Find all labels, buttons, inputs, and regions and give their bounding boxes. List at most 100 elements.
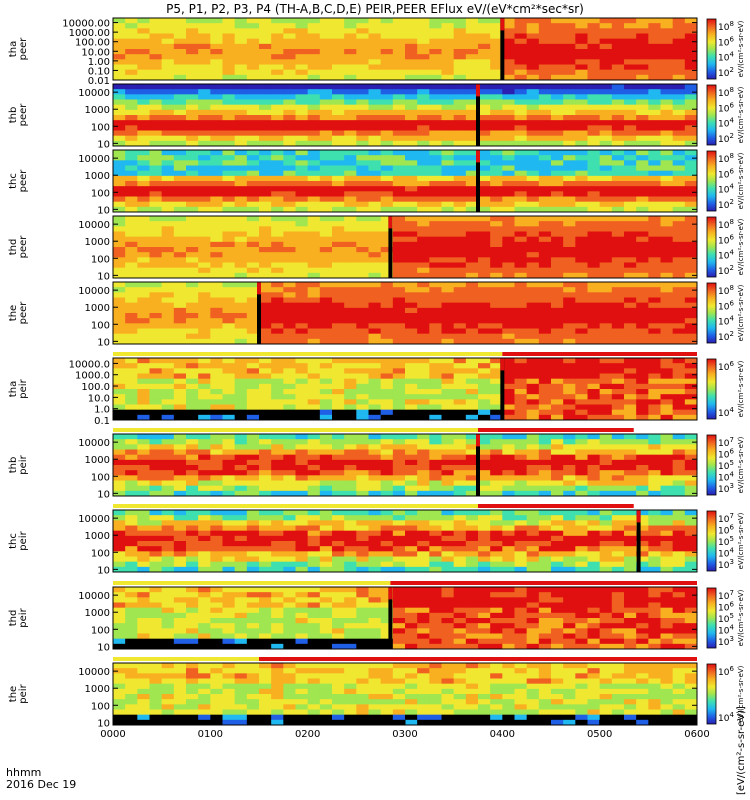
- spectrogram-cell: [587, 196, 601, 203]
- spectrogram-cell: [490, 115, 503, 121]
- spectrogram-cell: [611, 510, 625, 516]
- spectrogram-cell: [149, 94, 163, 100]
- spectrogram-cell: [356, 49, 369, 55]
- spectrogram-cell: [405, 566, 418, 573]
- spectrogram-cell: [210, 475, 223, 481]
- spectrogram-cell: [271, 515, 284, 521]
- spectrogram-cell: [684, 530, 698, 537]
- spectrogram-cell: [551, 561, 564, 568]
- spectrogram-cell: [210, 135, 223, 142]
- spectrogram-cell: [672, 241, 686, 248]
- spectrogram-cell: [611, 104, 625, 111]
- spectrogram-cell: [283, 530, 296, 537]
- spectrogram-cell: [198, 459, 211, 466]
- spectrogram-cell: [490, 181, 503, 187]
- spectrogram-cell: [563, 140, 576, 147]
- spectrogram-cell: [368, 328, 382, 335]
- spectrogram-cell: [186, 135, 199, 142]
- spectrogram-cell: [551, 236, 564, 243]
- spectrogram-cell: [149, 206, 163, 213]
- colorbar-axis-label: eV/(cm²-s-sr-eV): [737, 512, 745, 569]
- spectrogram-cell: [356, 18, 369, 24]
- spectrogram-cell: [490, 89, 503, 95]
- spectrogram-cell: [465, 414, 479, 421]
- spectrogram-cell: [563, 109, 576, 116]
- spectrogram-cell: [356, 125, 369, 131]
- spectrogram-cell: [684, 201, 698, 208]
- spectrogram-cell: [526, 282, 540, 288]
- spectrogram-cell: [198, 541, 211, 547]
- spectrogram-cell: [210, 33, 223, 40]
- spectrogram-cell: [405, 115, 418, 121]
- spectrogram-cell: [210, 262, 223, 269]
- spectrogram-cell: [380, 120, 394, 126]
- spectrogram-cell: [648, 226, 661, 232]
- spectrogram-cell: [186, 510, 199, 516]
- spectrogram-cell: [356, 287, 369, 293]
- spectrogram-cell: [551, 404, 564, 411]
- spectrogram-cell: [587, 18, 601, 24]
- spectrogram-cell: [514, 135, 528, 142]
- spectrogram-cell: [344, 378, 357, 385]
- spectrogram-cell: [441, 287, 455, 293]
- spectrogram-cell: [478, 465, 491, 471]
- spectrogram-cell: [587, 363, 601, 369]
- spectrogram-cell: [259, 18, 272, 24]
- spectrogram-cell: [234, 109, 248, 116]
- spectrogram-cell: [514, 561, 528, 568]
- spectrogram-cell: [429, 409, 442, 416]
- spectrogram-cell: [210, 150, 223, 156]
- spectrogram-cell: [599, 470, 613, 476]
- spectrogram-cell: [538, 267, 552, 274]
- spectrogram-cell: [392, 241, 406, 248]
- spectrogram-cell: [465, 378, 479, 385]
- spectrogram-cell: [392, 115, 406, 121]
- spectrogram-cell: [429, 292, 442, 298]
- spectrogram-cell: [465, 530, 479, 537]
- spectrogram-cell: [672, 170, 686, 177]
- spectrogram-cell: [392, 394, 406, 400]
- spectrogram-cell: [113, 247, 126, 253]
- spectrogram-cell: [332, 378, 345, 385]
- spectrogram-cell: [210, 373, 223, 380]
- spectrogram-cell: [441, 368, 455, 374]
- spectrogram-cell: [502, 297, 515, 304]
- spectrogram-cell: [332, 444, 345, 450]
- spectrogram-cell: [198, 307, 211, 314]
- spectrogram-cell: [684, 475, 698, 481]
- spectrogram-cell: [344, 115, 357, 121]
- spectrogram-cell: [149, 475, 163, 481]
- spectrogram-cell: [344, 247, 357, 253]
- spectrogram-cell: [368, 394, 382, 400]
- spectrogram-cell: [538, 520, 552, 526]
- spectrogram-cell: [575, 125, 588, 131]
- spectrogram-cell: [356, 292, 369, 298]
- spectrogram-cell: [429, 38, 442, 45]
- spectrogram-cell: [234, 307, 248, 314]
- spectrogram-cell: [271, 282, 284, 288]
- spectrogram-cell: [648, 520, 661, 526]
- spectrogram-cell: [636, 490, 649, 497]
- spectrogram-cell: [125, 84, 138, 90]
- spectrogram-cell: [514, 267, 528, 274]
- spectrogram-cell: [684, 541, 698, 547]
- spectrogram-cell: [441, 409, 455, 416]
- spectrogram-cell: [125, 383, 138, 390]
- y-tick-label: 100: [91, 472, 110, 483]
- spectrogram-cell: [599, 292, 613, 298]
- spectrogram-cell: [563, 409, 576, 416]
- spectrogram-cell: [563, 125, 576, 131]
- spectrogram-cell: [222, 292, 236, 298]
- spectrogram-cell: [465, 18, 479, 24]
- spectrogram-cell: [222, 216, 236, 222]
- spectrogram-cell: [587, 480, 601, 487]
- spectrogram-cell: [514, 175, 528, 182]
- spectrogram-cell: [173, 394, 187, 400]
- spectrogram-cell: [295, 556, 309, 563]
- spectrogram-cell: [417, 434, 430, 440]
- spectrogram-cell: [599, 561, 613, 568]
- spectrogram-cell: [538, 272, 552, 279]
- spectrogram-cell: [222, 338, 236, 345]
- panel-label: peir: [18, 378, 29, 398]
- spectrogram-cell: [478, 404, 491, 411]
